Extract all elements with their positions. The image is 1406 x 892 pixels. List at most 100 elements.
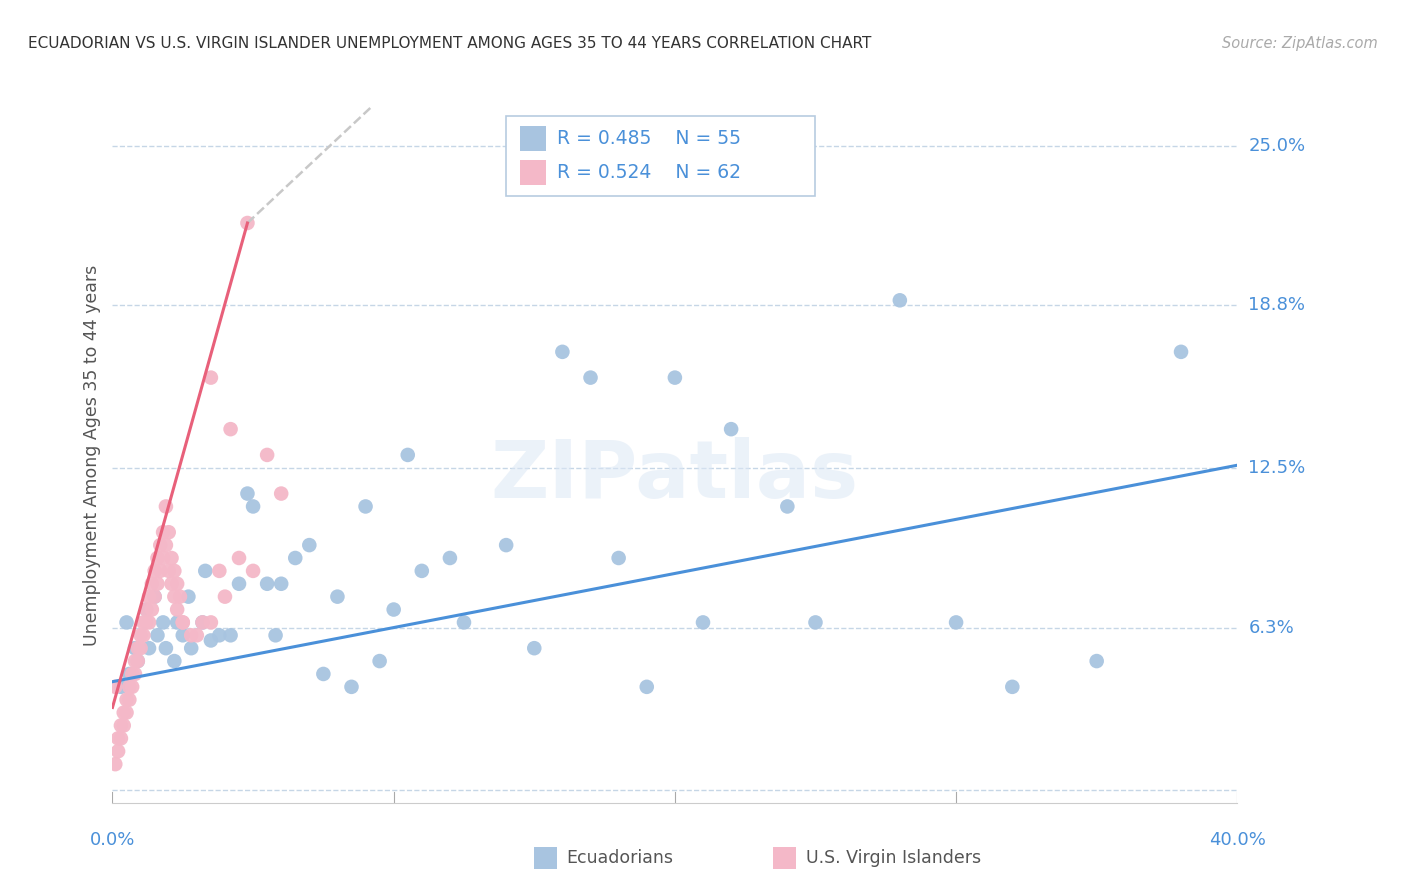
Point [166,602,188,616]
Text: 25.0%: 25.0% [1249,136,1306,154]
Point [169,590,191,604]
Point [236,216,259,230]
Point [191,615,214,630]
Point [270,486,292,500]
Point [172,615,194,630]
Point [776,500,799,514]
Point [124,667,146,681]
Point [149,564,172,578]
Point [121,667,143,681]
Point [889,293,911,308]
Point [172,628,194,642]
Point [163,564,186,578]
Point [354,500,377,514]
Point [127,654,149,668]
Point [194,564,217,578]
Text: U.S. Virgin Islanders: U.S. Virgin Islanders [806,849,981,867]
Point [115,692,138,706]
Point [152,525,174,540]
Point [607,551,630,566]
Point [138,590,160,604]
Point [180,628,202,642]
Point [945,615,967,630]
Point [551,344,574,359]
Point [200,633,222,648]
Point [143,590,166,604]
Point [141,576,163,591]
Point [453,615,475,630]
Point [104,757,127,772]
Point [1001,680,1024,694]
Point [129,641,152,656]
Point [177,590,200,604]
Point [132,615,155,630]
Point [214,590,236,604]
Point [155,641,177,656]
Point [152,551,174,566]
Point [200,615,222,630]
Point [107,744,129,758]
Point [124,654,146,668]
Point [264,628,287,642]
Point [523,641,546,656]
Point [219,628,242,642]
Text: 12.5%: 12.5% [1249,458,1306,477]
Point [121,680,143,694]
Point [172,615,194,630]
Point [163,590,186,604]
Point [135,602,157,616]
Point [115,615,138,630]
Point [368,654,391,668]
Point [112,718,135,732]
Point [1170,344,1192,359]
Point [242,564,264,578]
Point [115,706,138,720]
Point [208,628,231,642]
Point [118,692,141,706]
Point [228,551,250,566]
Point [208,564,231,578]
Text: ZIPatlas: ZIPatlas [491,437,859,515]
Point [157,564,180,578]
Point [579,370,602,384]
Point [312,667,335,681]
Point [110,680,132,694]
Text: 0.0%: 0.0% [90,830,135,848]
Point [166,576,188,591]
Point [141,602,163,616]
Point [138,641,160,656]
Point [112,706,135,720]
Text: ECUADORIAN VS U.S. VIRGIN ISLANDER UNEMPLOYMENT AMONG AGES 35 TO 44 YEARS CORREL: ECUADORIAN VS U.S. VIRGIN ISLANDER UNEMP… [28,36,872,51]
Point [118,667,141,681]
Point [135,602,157,616]
Text: Source: ZipAtlas.com: Source: ZipAtlas.com [1222,36,1378,51]
Point [1085,654,1108,668]
Text: 40.0%: 40.0% [1209,830,1265,848]
Text: 6.3%: 6.3% [1249,618,1294,637]
Point [186,628,208,642]
Point [110,731,132,746]
Point [166,615,188,630]
Point [160,576,183,591]
Point [143,590,166,604]
Point [242,500,264,514]
Point [228,576,250,591]
Point [439,551,461,566]
Point [127,654,149,668]
Point [132,628,155,642]
Point [127,641,149,656]
Point [636,680,658,694]
Point [256,576,278,591]
Point [163,654,186,668]
Point [110,718,132,732]
Point [382,602,405,616]
Point [157,525,180,540]
Point [129,628,152,642]
Point [160,551,183,566]
Point [270,576,292,591]
Point [340,680,363,694]
Text: Ecuadorians: Ecuadorians [567,849,673,867]
Point [692,615,714,630]
Point [284,551,307,566]
Point [135,615,157,630]
